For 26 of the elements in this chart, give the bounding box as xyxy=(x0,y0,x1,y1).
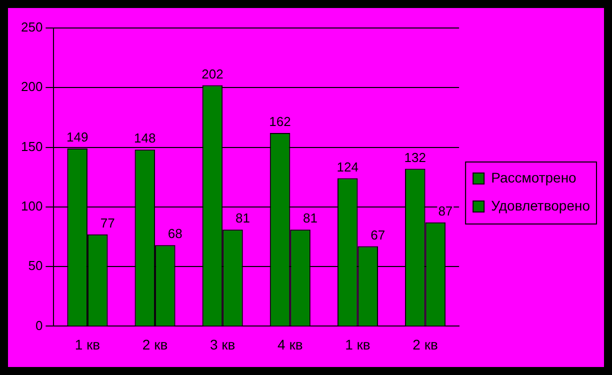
y-tick-label: 200 xyxy=(20,79,43,94)
data-label: 202 xyxy=(202,66,224,82)
data-label: 77 xyxy=(100,215,115,230)
data-label: 132 xyxy=(404,150,426,165)
data-label: 148 xyxy=(134,130,156,146)
x-tick-label: 1 кв xyxy=(74,336,100,352)
legend-label: Удовлетворено xyxy=(491,197,590,214)
x-tick-label: 4 кв xyxy=(278,336,303,352)
y-tick-label: 0 xyxy=(35,318,43,333)
x-tick-label: 2 кв xyxy=(142,336,168,352)
data-label: 67 xyxy=(370,227,386,242)
x-tick-label: 2 кв xyxy=(412,336,438,352)
data-label: 149 xyxy=(66,130,88,145)
y-tick-label: 250 xyxy=(20,20,43,35)
data-label: 162 xyxy=(269,114,291,130)
x-tick-label: 3 кв xyxy=(210,336,236,352)
data-label: 81 xyxy=(303,210,318,226)
x-tick-label: 1 кв xyxy=(345,336,370,352)
data-label: 68 xyxy=(168,226,182,242)
y-tick-label: 50 xyxy=(28,258,43,274)
legend-label: Рассмотрено xyxy=(491,169,577,186)
data-label: 87 xyxy=(438,204,453,219)
data-label: 81 xyxy=(236,210,250,226)
y-tick-label: 100 xyxy=(20,198,43,214)
data-label: 124 xyxy=(336,159,358,174)
y-tick-label: 150 xyxy=(20,138,43,154)
